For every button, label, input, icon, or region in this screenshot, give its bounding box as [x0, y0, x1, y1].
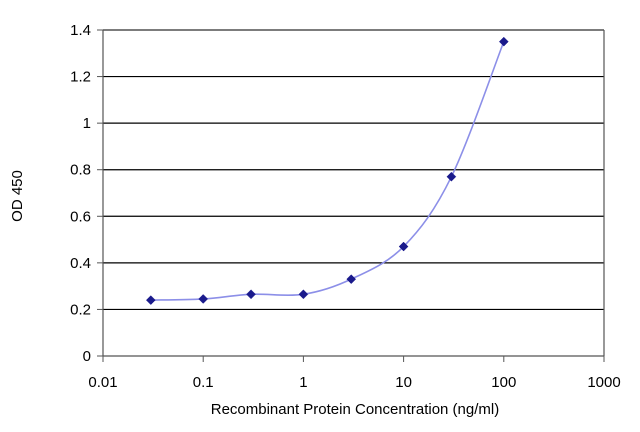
- y-tick-label-0: 0: [83, 348, 91, 365]
- axes: [97, 29, 605, 362]
- y-tick-label-3: 0.6: [70, 208, 91, 225]
- data-point-7: [498, 36, 509, 47]
- x-axis-title: Recombinant Protein Concentration (ng/ml…: [211, 401, 499, 418]
- data-point-4: [346, 274, 357, 285]
- data-point-2: [246, 289, 256, 300]
- series-0-line: [150, 41, 505, 301]
- y-tick-label-5: 1: [83, 115, 91, 132]
- y-tick-label-2: 0.4: [70, 255, 91, 272]
- x-tick-label-0: 0.01: [88, 374, 117, 391]
- x-tick-label-3: 10: [395, 374, 412, 391]
- data-point-3: [298, 289, 309, 300]
- data-point-5: [398, 241, 409, 252]
- y-tick-label-6: 1.2: [70, 69, 91, 86]
- x-tick-label-1: 0.1: [193, 374, 214, 391]
- series-line: [150, 41, 505, 301]
- x-tick-label-4: 100: [491, 374, 516, 391]
- data-point-6: [446, 171, 457, 182]
- data-point-0: [145, 295, 156, 305]
- x-tick-label-5: 1000: [587, 374, 620, 391]
- data-point-1: [198, 294, 209, 304]
- y-axis-title: OD 450: [9, 170, 26, 222]
- y-tick-labels: 0 0.2 0.4 0.6 0.8 1 1.2 1.4: [70, 22, 91, 365]
- series-markers: [145, 36, 509, 305]
- x-tick-label-2: 1: [299, 374, 307, 391]
- y-tick-label-4: 0.8: [70, 162, 91, 179]
- x-tick-labels: 0.01 0.1 1 10 100 1000: [88, 374, 620, 391]
- gridlines: [103, 29, 604, 311]
- y-tick-label-7: 1.4: [70, 22, 91, 39]
- y-tick-label-1: 0.2: [70, 301, 91, 318]
